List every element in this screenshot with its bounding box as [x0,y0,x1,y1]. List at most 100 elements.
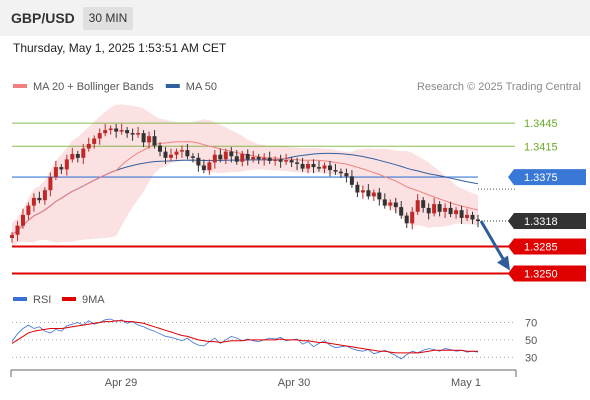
candle-body-38 [218,154,223,160]
rsi-ma-legend-label: 9MA [82,294,105,306]
legend-swatch-0 [13,84,27,88]
candle-body-63 [355,184,360,193]
candle-body-4 [31,197,36,206]
candle-body-19 [114,128,119,132]
candle-body-20 [119,130,124,132]
level-label-5: 1.3250 [524,268,558,280]
legend-swatch-1 [165,84,180,88]
candle-body-34 [196,157,201,166]
candle-body-43 [245,154,250,160]
level-box-2 [508,169,586,186]
candle-body-7 [48,177,53,191]
candle-body-14 [86,143,91,149]
candle-body-76 [426,207,431,214]
candle-body-68 [382,199,387,206]
candle-body-53 [300,164,305,169]
x-tick-label-2: May 1 [451,377,481,389]
candle-body-44 [251,157,256,160]
candle-body-81 [454,210,459,215]
level-box-3 [508,213,586,230]
candle-body-13 [81,148,86,158]
candle-body-22 [130,133,135,135]
candle-body-21 [125,130,130,134]
candle-body-8 [53,167,58,178]
candle-body-28 [163,151,168,158]
candle-body-39 [223,151,228,160]
symbol-title: GBP/USD [11,10,75,26]
candle-body-56 [317,167,321,169]
candle-body-45 [256,157,261,160]
candle-body-10 [64,159,69,170]
legend-label-0: MA 20 + Bollinger Bands [33,81,154,93]
candle-body-58 [328,165,332,171]
candle-body-83 [465,214,469,218]
candle-body-47 [267,157,272,161]
candle-body-36 [207,162,212,171]
candle-body-72 [404,215,409,224]
candle-body-16 [97,133,102,139]
candle-body-65 [366,190,371,197]
candle-body-82 [459,210,464,218]
candle-body-42 [240,154,245,162]
rsi-tick-2: 30 [525,352,537,364]
rsi-legend-label: RSI [33,294,51,306]
level-label-4: 1.3285 [524,241,558,253]
candle-body-70 [393,202,398,208]
candle-body-40 [229,151,234,157]
candle-body-84 [470,214,475,220]
candle-body-59 [333,170,338,172]
candle-body-30 [174,151,179,155]
candle-body-64 [360,190,365,193]
candle-body-67 [377,192,382,200]
candle-body-26 [152,136,157,146]
candle-body-27 [158,145,162,152]
candle-body-12 [75,154,80,158]
candle-body-32 [185,150,190,157]
rsi-legend-swatch [13,297,27,301]
rsi-ma-legend-swatch [62,297,76,301]
level-label-1: 1.3415 [524,141,558,153]
candle-body-77 [432,204,437,214]
candle-body-6 [42,190,47,201]
candle-body-23 [136,133,141,135]
timeframe-button[interactable]: 30 MIN [83,7,133,30]
candle-body-15 [92,138,97,144]
candle-body-69 [388,202,393,206]
candle-body-35 [201,165,206,171]
candle-body-25 [147,136,152,143]
candle-body-73 [410,211,415,224]
candle-body-60 [338,171,343,174]
level-label-3: 1.3318 [524,216,558,228]
forecast-arrow-head [497,255,510,271]
x-tick-label-1: Apr 30 [278,377,310,389]
bollinger-band [12,104,478,248]
legend-label-1: MA 50 [186,81,217,93]
candle-body-54 [306,164,310,169]
candle-body-66 [371,192,376,197]
candle-body-46 [262,157,267,160]
header-bar: GBP/USD 30 MIN [0,0,590,36]
candle-body-18 [108,128,113,130]
candle-body-9 [59,167,64,170]
ma20-line [11,141,479,236]
level-label-0: 1.3445 [524,118,558,130]
candle-body-17 [103,130,108,134]
candle-body-0 [10,234,14,238]
candle-body-75 [421,200,426,208]
candle-body-57 [322,165,327,169]
level-box-4 [508,238,586,255]
candle-body-79 [443,207,448,212]
candle-body-71 [399,207,404,216]
candle-body-61 [344,173,349,177]
candle-body-85 [476,219,480,221]
candle-body-48 [273,159,278,161]
candle-body-11 [70,154,75,160]
candle-body-50 [284,160,289,162]
candle-body-41 [234,156,239,162]
forecast-arrow-line [479,220,506,262]
candle-body-55 [311,164,316,168]
candle-body-49 [278,159,283,162]
candle-body-5 [37,197,42,201]
candle-body-31 [180,150,184,152]
